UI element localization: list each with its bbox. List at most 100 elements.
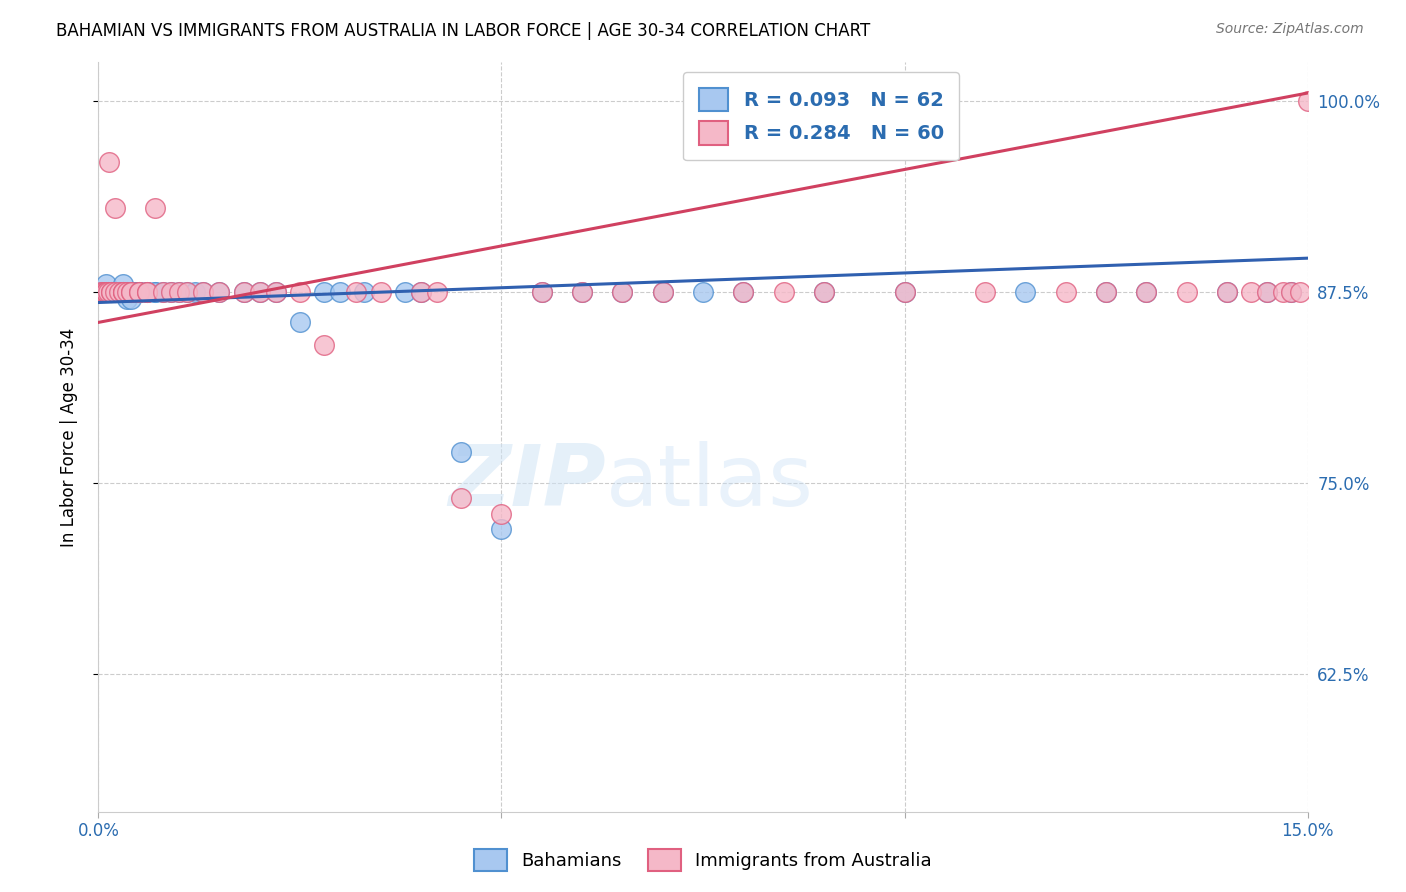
- Point: [651, 285, 673, 299]
- Point: [167, 285, 190, 299]
- Point: [120, 285, 142, 299]
- Point: [353, 285, 375, 299]
- Point: [314, 338, 336, 352]
- Point: [249, 285, 271, 299]
- Point: [893, 285, 915, 299]
- Point: [96, 285, 118, 299]
- Point: [232, 285, 254, 299]
- Point: [491, 522, 513, 536]
- Point: [1135, 285, 1157, 299]
- Point: [103, 285, 125, 299]
- Point: [103, 201, 125, 215]
- Point: [91, 285, 114, 299]
- Point: [120, 285, 142, 299]
- Point: [974, 285, 997, 299]
- Point: [264, 285, 287, 299]
- Text: atlas: atlas: [606, 441, 814, 524]
- Point: [115, 293, 138, 307]
- Point: [120, 293, 142, 307]
- Point: [530, 285, 553, 299]
- Point: [450, 445, 472, 459]
- Point: [167, 285, 190, 299]
- Point: [409, 285, 432, 299]
- Point: [193, 285, 215, 299]
- Point: [314, 285, 336, 299]
- Point: [176, 285, 198, 299]
- Point: [733, 285, 755, 299]
- Point: [1296, 94, 1319, 108]
- Point: [370, 285, 392, 299]
- Point: [100, 285, 122, 299]
- Point: [571, 285, 593, 299]
- Point: [232, 285, 254, 299]
- Point: [128, 285, 150, 299]
- Point: [103, 285, 125, 299]
- Point: [1095, 285, 1118, 299]
- Point: [97, 154, 120, 169]
- Point: [93, 285, 115, 299]
- Point: [128, 285, 150, 299]
- Point: [100, 285, 122, 299]
- Point: [1281, 285, 1303, 299]
- Point: [264, 285, 287, 299]
- Point: [111, 285, 134, 299]
- Point: [100, 285, 122, 299]
- Point: [813, 285, 835, 299]
- Point: [111, 285, 134, 299]
- Point: [1256, 285, 1278, 299]
- Point: [344, 285, 367, 299]
- Point: [135, 285, 157, 299]
- Point: [97, 285, 120, 299]
- Point: [893, 285, 915, 299]
- Point: [107, 285, 129, 299]
- Point: [97, 285, 120, 299]
- Point: [160, 285, 183, 299]
- Point: [571, 285, 593, 299]
- Point: [90, 285, 112, 299]
- Point: [96, 277, 118, 292]
- Point: [111, 277, 134, 292]
- Legend: R = 0.093   N = 62, R = 0.284   N = 60: R = 0.093 N = 62, R = 0.284 N = 60: [683, 72, 959, 161]
- Point: [115, 285, 138, 299]
- Point: [772, 285, 794, 299]
- Point: [1014, 285, 1036, 299]
- Point: [90, 285, 112, 299]
- Point: [100, 285, 122, 299]
- Point: [97, 285, 120, 299]
- Point: [128, 285, 150, 299]
- Point: [184, 285, 207, 299]
- Point: [128, 285, 150, 299]
- Point: [111, 285, 134, 299]
- Point: [193, 285, 215, 299]
- Point: [249, 285, 271, 299]
- Text: ZIP: ZIP: [449, 441, 606, 524]
- Point: [1272, 285, 1295, 299]
- Point: [176, 285, 198, 299]
- Point: [208, 285, 231, 299]
- Point: [1288, 285, 1310, 299]
- Point: [111, 285, 134, 299]
- Point: [1095, 285, 1118, 299]
- Point: [329, 285, 352, 299]
- Point: [143, 285, 166, 299]
- Point: [1175, 285, 1198, 299]
- Point: [813, 285, 835, 299]
- Point: [143, 201, 166, 215]
- Point: [143, 285, 166, 299]
- Point: [409, 285, 432, 299]
- Point: [120, 285, 142, 299]
- Point: [152, 285, 174, 299]
- Point: [692, 285, 714, 299]
- Legend: Bahamians, Immigrants from Australia: Bahamians, Immigrants from Australia: [467, 842, 939, 879]
- Y-axis label: In Labor Force | Age 30-34: In Labor Force | Age 30-34: [59, 327, 77, 547]
- Point: [288, 285, 311, 299]
- Point: [135, 285, 157, 299]
- Point: [450, 491, 472, 506]
- Point: [394, 285, 416, 299]
- Point: [111, 285, 134, 299]
- Point: [1281, 285, 1303, 299]
- Point: [160, 285, 183, 299]
- Point: [115, 285, 138, 299]
- Point: [651, 285, 673, 299]
- Point: [91, 285, 114, 299]
